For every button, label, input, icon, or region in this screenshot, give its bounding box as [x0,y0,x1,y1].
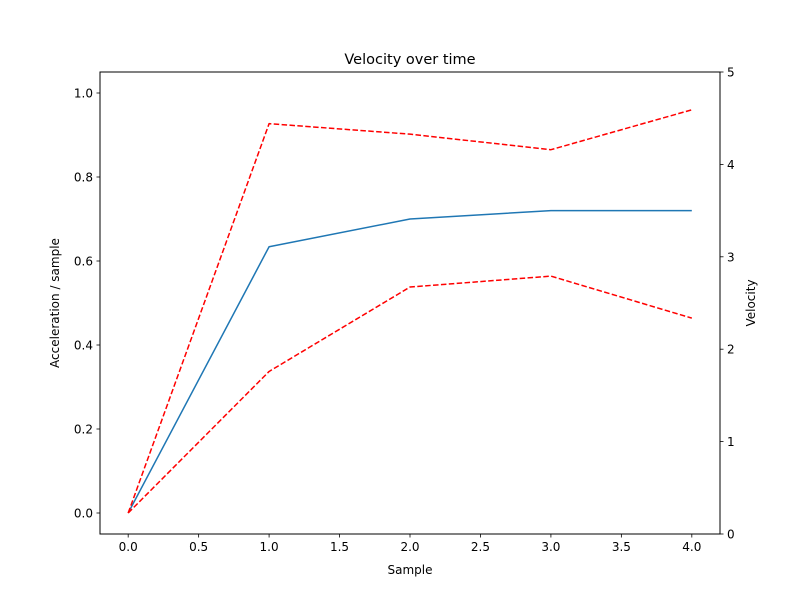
x-tick-label: 0.0 [119,540,138,554]
series-line-1 [127,209,692,514]
y-right-axis-label: Velocity [744,279,758,326]
x-tick-label: 1.5 [330,540,349,554]
x-tick-label: 1.0 [260,540,279,554]
y-right-tick-label: 4 [727,158,735,172]
x-axis-ticks: 0.0 0.5 1.0 1.5 2.0 2.5 3.0 3.5 4.0 [119,534,701,554]
y-right-axis-ticks: 0 1 2 3 4 5 [720,66,735,542]
x-tick-label: 2.0 [400,540,419,554]
y-left-axis-label: Acceleration / sample [48,238,62,368]
y-right-tick-label: 0 [727,528,735,542]
series-line-2 [127,109,693,514]
x-axis-label: Sample [388,563,433,577]
y-left-tick-label: 0.8 [74,171,93,185]
x-tick-label: 3.0 [541,540,560,554]
series-line-3 [127,275,693,514]
y-right-tick-label: 2 [727,343,735,357]
y-left-tick-label: 0.6 [74,255,93,269]
chart-title: Velocity over time [344,52,475,68]
y-right-tick-label: 5 [727,66,735,80]
series-layer [127,109,693,514]
y-left-axis-ticks: 0.0 0.2 0.4 0.6 0.8 1.0 [74,87,100,521]
y-left-tick-label: 1.0 [74,87,93,101]
y-left-tick-label: 0.2 [74,423,93,437]
x-tick-label: 0.5 [189,540,208,554]
y-right-tick-label: 1 [727,435,735,449]
x-tick-label: 3.5 [612,540,631,554]
y-left-tick-label: 0.4 [74,339,93,353]
x-tick-label: 4.0 [682,540,701,554]
x-tick-label: 2.5 [471,540,490,554]
y-right-tick-label: 3 [727,250,735,264]
y-left-tick-label: 0.0 [74,507,93,521]
